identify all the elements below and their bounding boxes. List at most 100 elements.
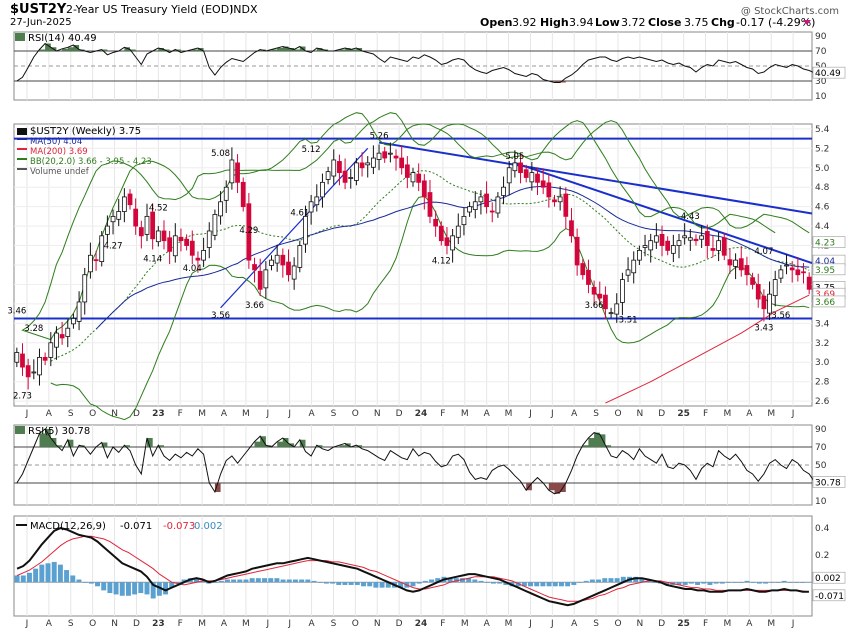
month-tick-label: A [221,619,228,629]
low-value: 3.72 [621,16,646,29]
candle-body [376,152,382,160]
bb-lower-tag-bg [812,295,846,308]
candle-body [337,161,342,174]
month-tick-label: 24 [415,409,428,419]
macd-hist-bar [342,582,348,585]
month-tick-label: J [791,409,795,419]
macd-hist-bar [682,582,688,585]
candle-body [404,164,410,178]
rsi14-ytick: 10 [815,92,827,102]
candle-body [121,196,127,212]
macd-hist-bar [478,580,484,583]
rsi14-tag-bg [812,66,846,79]
macd-hist-bar [280,579,286,583]
candle-body [653,235,659,243]
candle-body [535,173,540,183]
macd-hist-bar [664,582,670,585]
macd-hist-bar [125,582,131,596]
macd-hist-bar [181,579,187,583]
month-tick-label: J [528,409,532,419]
price-ytick: 4.8 [815,183,830,193]
month-tick-label: A [308,619,315,629]
macd-hist-tag-bg [812,571,846,584]
macd-hist-bar [787,582,793,583]
price-ytick: 5.2 [815,144,829,154]
month-tick-label: N [374,619,381,629]
candle-body [105,225,110,235]
candle-body [801,271,806,274]
month-tick-label: O [352,619,359,629]
macd-hist-bar [348,582,354,585]
month-tick-label: M [767,619,775,629]
candle-body [297,245,303,268]
macd-hist-bar [447,578,453,583]
price-annotation: 3.66 [245,301,264,311]
candle-body [512,162,518,172]
macd-hist-bar [490,582,496,584]
rsi5-tag-bg [812,476,846,488]
bb-upper-tag: 4.23 [815,239,835,249]
price-annotation: 4.29 [239,226,258,236]
rsi5-line [16,428,816,495]
macd-hist-bar [14,575,20,583]
candle-body [76,301,82,322]
macd-hist-bar [323,582,329,584]
candle-body [506,167,512,184]
candle-body [99,235,105,262]
candle-body [133,208,139,227]
month-tick-label: A [571,619,578,629]
price-annotation: 5.26 [370,131,389,141]
candle-body [637,250,642,261]
month-tick-label: S [68,409,74,419]
candle-body [484,193,489,208]
macd-hist-bar [57,564,63,583]
macd-hist-bar [781,580,787,583]
candle-body [614,303,620,315]
candle-body [744,265,750,276]
candle-body [14,352,20,363]
candle-body [48,342,54,358]
candle-body [421,180,427,198]
candle-body [167,237,173,252]
macd-hist-bar [738,582,744,583]
candle-body [223,186,229,201]
macd-hist-bar [33,568,39,583]
candle-body [348,177,354,179]
month-tick-label: N [111,409,118,419]
macd-hist-bar [540,582,546,587]
macd-hist-bar [429,579,435,583]
candle-body [710,248,716,251]
candle-body [461,215,467,226]
candle-body [727,259,733,266]
macd-hist-bar [565,582,571,587]
candle-body [365,162,371,166]
candle-body [563,193,569,217]
candle-body [286,261,291,276]
candle-body [382,151,388,159]
macd-hist-bar [243,579,249,583]
month-tick-label: 23 [152,619,165,629]
legend-swatch [17,168,27,170]
month-tick-label: O [614,619,621,629]
close-label: Close [648,16,681,29]
candle-body [59,334,65,339]
month-tick-label: J [25,409,29,419]
rsi5-label: RSI(5) 30.78 [28,426,90,437]
month-tick-label: F [703,409,708,419]
candle-body [246,203,252,261]
price-annotation: 4.07 [754,247,773,257]
macd-hist-bar [484,582,490,583]
macd-hist-bar [354,582,360,585]
chg-value: -0.17 (-4.29%) [736,16,815,29]
candle-body [65,327,71,337]
month-tick-label: M [724,409,732,419]
candle-body [580,263,586,276]
candle-body [416,173,422,183]
macd-hist-bar [194,578,199,583]
price-ytick: 4.6 [815,203,830,213]
macd-hist-bar [806,581,812,583]
candle-body [586,269,591,285]
candle-body [206,230,212,248]
candle-body [410,172,416,183]
